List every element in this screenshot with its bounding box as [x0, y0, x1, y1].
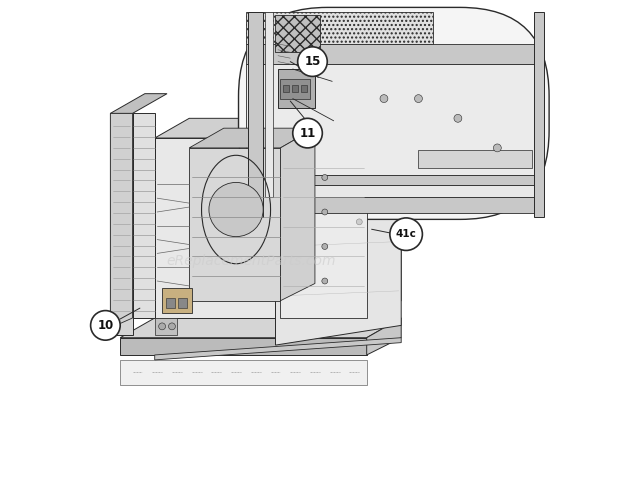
- Polygon shape: [278, 69, 315, 108]
- Polygon shape: [110, 94, 167, 113]
- Text: 15: 15: [304, 55, 321, 68]
- Polygon shape: [189, 128, 315, 148]
- Polygon shape: [246, 44, 542, 64]
- Polygon shape: [275, 15, 320, 52]
- Circle shape: [293, 118, 322, 148]
- Polygon shape: [120, 338, 366, 355]
- Polygon shape: [133, 113, 155, 318]
- Circle shape: [209, 182, 263, 237]
- Polygon shape: [265, 12, 273, 197]
- Polygon shape: [120, 360, 366, 385]
- Circle shape: [169, 323, 175, 330]
- Polygon shape: [166, 298, 175, 308]
- Polygon shape: [246, 12, 433, 44]
- Polygon shape: [189, 148, 280, 301]
- Polygon shape: [246, 185, 542, 197]
- Polygon shape: [283, 85, 290, 92]
- Polygon shape: [162, 288, 192, 313]
- Text: 41c: 41c: [396, 229, 417, 239]
- Polygon shape: [110, 113, 133, 328]
- Text: 10: 10: [97, 319, 113, 332]
- Polygon shape: [249, 12, 263, 217]
- Circle shape: [322, 209, 328, 215]
- Circle shape: [91, 311, 120, 340]
- Circle shape: [380, 95, 388, 103]
- Polygon shape: [155, 118, 401, 138]
- Circle shape: [298, 47, 327, 76]
- Circle shape: [494, 144, 502, 152]
- Circle shape: [307, 219, 313, 225]
- Polygon shape: [292, 85, 298, 92]
- Text: 11: 11: [299, 127, 316, 140]
- Circle shape: [415, 95, 422, 103]
- Circle shape: [159, 323, 166, 330]
- Polygon shape: [155, 138, 366, 318]
- Polygon shape: [366, 318, 401, 355]
- Polygon shape: [155, 318, 177, 335]
- Polygon shape: [534, 12, 544, 217]
- Circle shape: [322, 278, 328, 284]
- Polygon shape: [110, 113, 133, 335]
- Polygon shape: [246, 175, 542, 185]
- Text: eReplacementParts.com: eReplacementParts.com: [166, 254, 335, 268]
- Polygon shape: [246, 64, 542, 175]
- Polygon shape: [246, 197, 542, 213]
- Circle shape: [307, 170, 313, 176]
- Polygon shape: [275, 148, 401, 345]
- Circle shape: [307, 268, 313, 274]
- Polygon shape: [301, 85, 307, 92]
- Polygon shape: [280, 79, 310, 99]
- Circle shape: [356, 219, 362, 225]
- Circle shape: [390, 218, 422, 250]
- Circle shape: [322, 244, 328, 249]
- Circle shape: [322, 175, 328, 180]
- Polygon shape: [179, 298, 187, 308]
- Polygon shape: [155, 338, 401, 360]
- FancyBboxPatch shape: [239, 7, 549, 219]
- Polygon shape: [120, 318, 401, 338]
- Polygon shape: [366, 118, 401, 318]
- Polygon shape: [418, 150, 532, 168]
- Circle shape: [454, 114, 462, 122]
- Polygon shape: [280, 128, 315, 301]
- Polygon shape: [275, 131, 401, 148]
- Polygon shape: [280, 138, 366, 318]
